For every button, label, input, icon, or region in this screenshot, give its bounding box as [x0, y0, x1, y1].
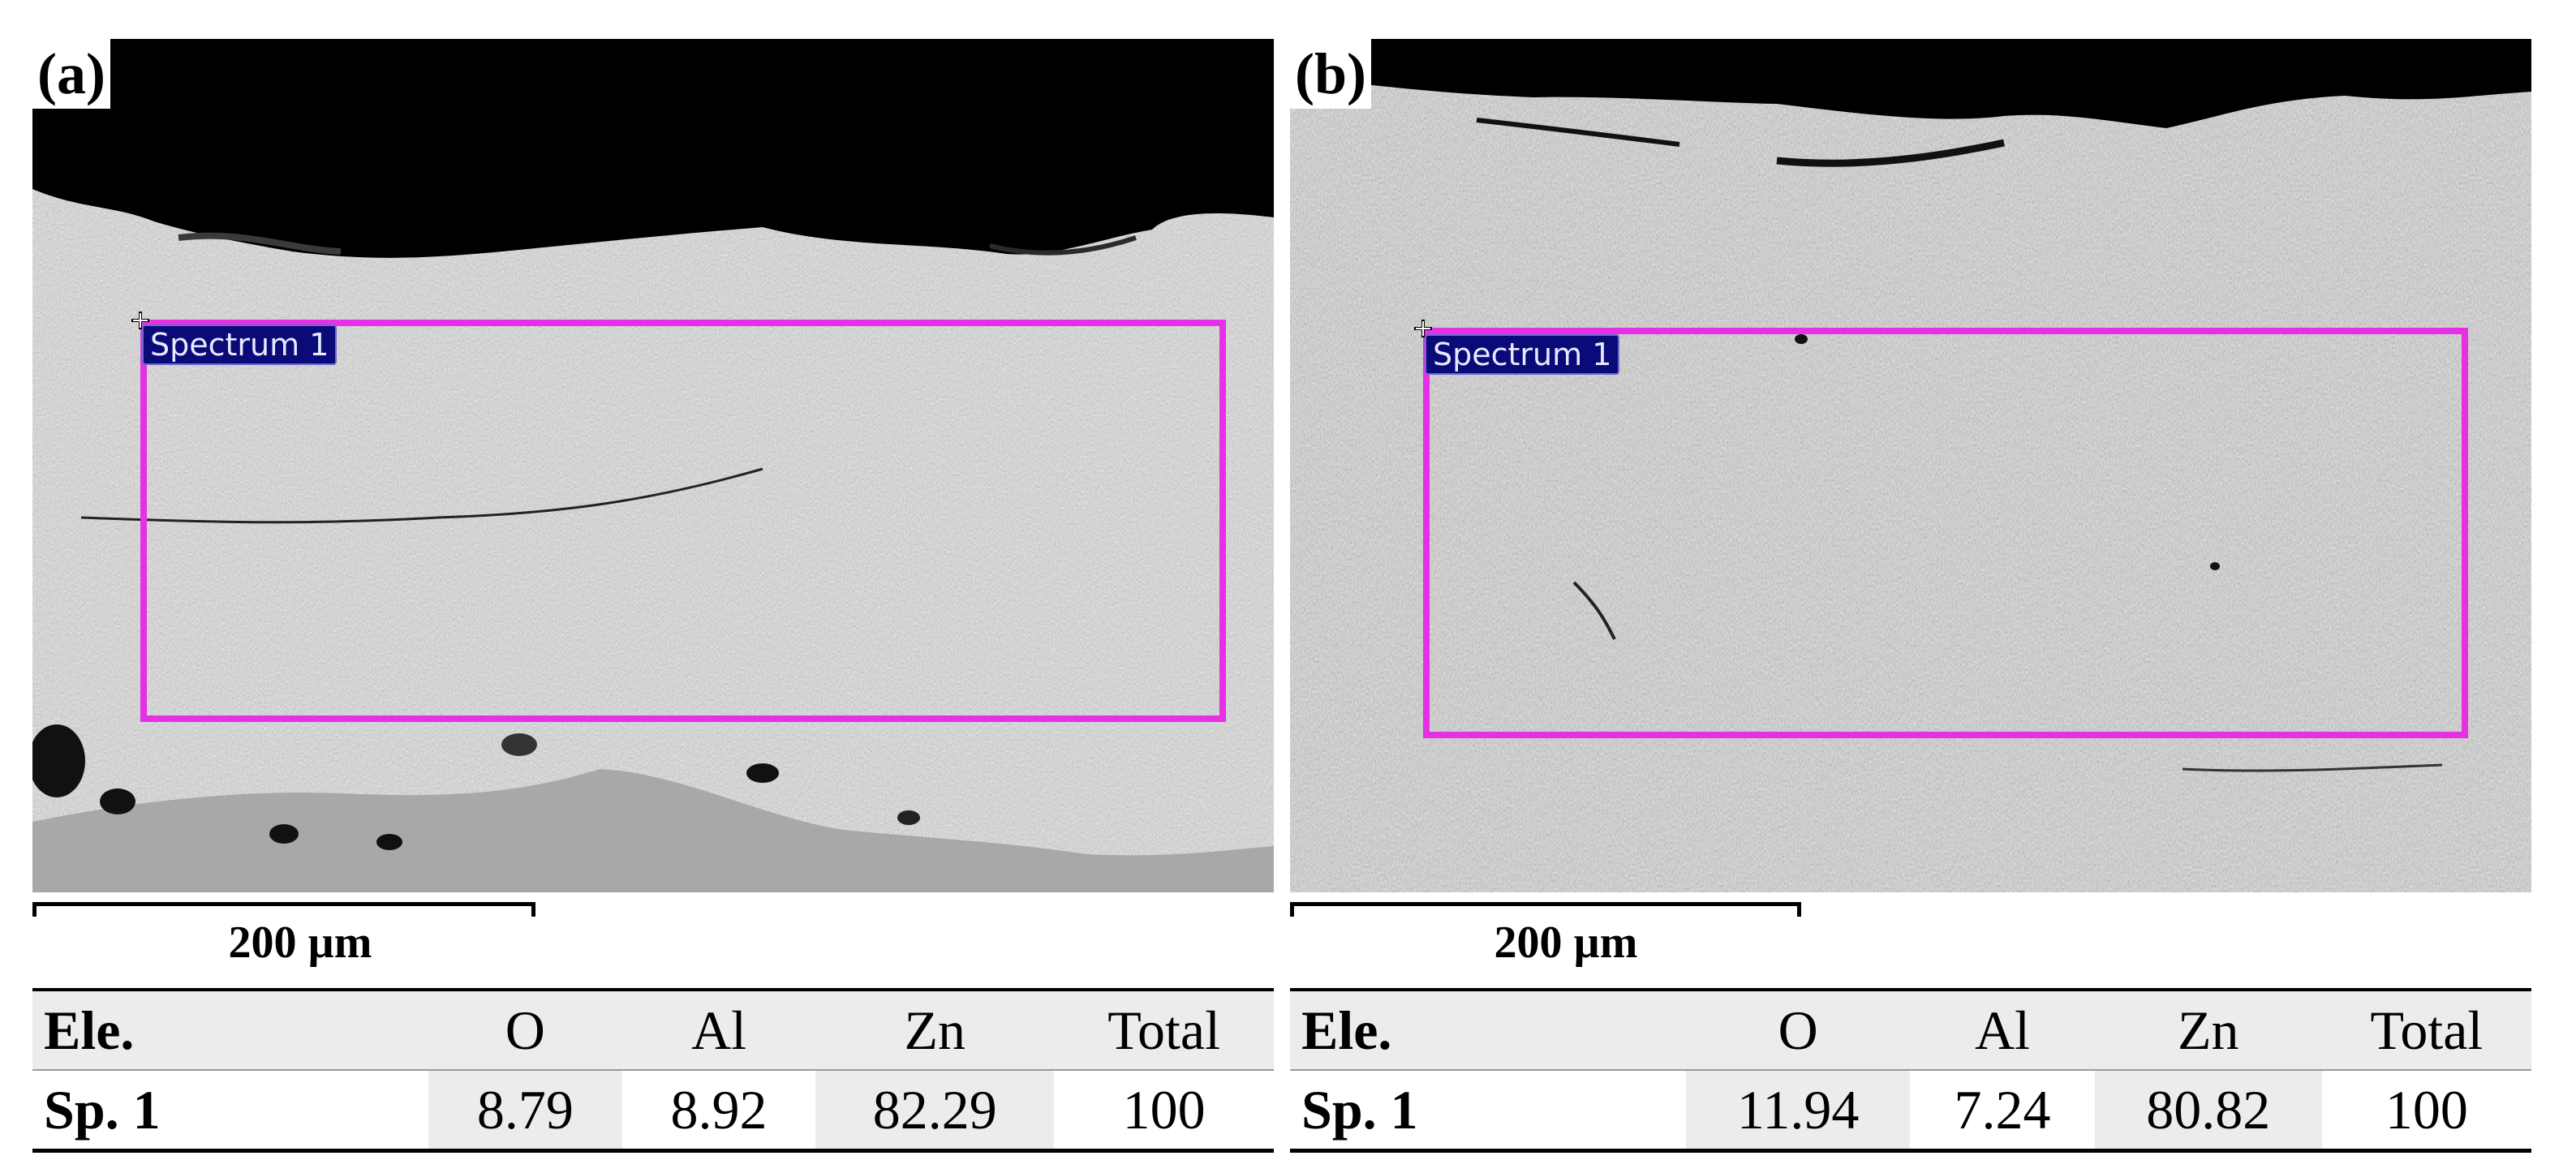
spectrum-roi-a: [140, 320, 1226, 722]
scale-bar-b: [1290, 902, 1801, 917]
crosshair-icon: [1414, 320, 1432, 337]
table-header-cell: Zn: [815, 988, 1055, 1070]
crosshair-icon: [131, 312, 149, 329]
table-header-row: Ele. O Al Zn Total: [32, 988, 1274, 1070]
table-header-cell: Al: [621, 988, 816, 1070]
roi-label-a: Spectrum 1: [142, 324, 338, 365]
table-cell: 7.24: [1910, 1069, 2095, 1153]
eds-table-a: Ele. O Al Zn Total Sp. 1 8.79 8.92 82.29…: [32, 988, 1274, 1153]
table-cell: 8.79: [428, 1069, 622, 1153]
table-header-cell: Total: [1054, 988, 1274, 1070]
table-row: Sp. 1 8.79 8.92 82.29 100: [32, 1069, 1274, 1153]
panel-b: (b) Spectrum 1 200 µm Ele. O Al Zn Total…: [1290, 0, 2576, 1173]
table-cell: Sp. 1: [1290, 1069, 1686, 1153]
table-cell: 11.94: [1686, 1069, 1911, 1153]
table-cell: Sp. 1: [32, 1069, 428, 1153]
table-cell: 80.82: [2094, 1069, 2322, 1153]
table-header-cell: Al: [1910, 988, 2095, 1070]
table-row: Sp. 1 11.94 7.24 80.82 100: [1290, 1069, 2531, 1153]
panel-a: (a) Spectrum 1 200 µm Ele. O Al Zn Total…: [0, 0, 1282, 1173]
table-header-cell: Zn: [2094, 988, 2322, 1070]
scale-bar-a: [32, 902, 535, 917]
table-header-cell: Total: [2321, 988, 2531, 1070]
panel-label-a: (a): [32, 39, 110, 109]
table-cell: 100: [1054, 1069, 1274, 1153]
eds-table-b: Ele. O Al Zn Total Sp. 1 11.94 7.24 80.8…: [1290, 988, 2531, 1153]
table-header-cell: O: [428, 988, 622, 1070]
table-header-cell: O: [1686, 988, 1911, 1070]
scale-label-a: 200 µm: [228, 917, 372, 968]
sem-image-a: [32, 39, 1274, 892]
table-cell: 8.92: [621, 1069, 816, 1153]
roi-label-b: Spectrum 1: [1425, 334, 1620, 375]
table-cell: 82.29: [815, 1069, 1055, 1153]
table-header-cell: Ele.: [1290, 988, 1686, 1070]
sem-image-b: [1290, 39, 2531, 892]
sem-micrograph-b: (b) Spectrum 1: [1290, 39, 2531, 892]
scale-label-b: 200 µm: [1494, 917, 1638, 968]
table-header-cell: Ele.: [32, 988, 428, 1070]
panel-label-b: (b): [1290, 39, 1371, 109]
sem-micrograph-a: (a) Spectrum 1: [32, 39, 1274, 892]
table-header-row: Ele. O Al Zn Total: [1290, 988, 2531, 1070]
table-cell: 100: [2321, 1069, 2531, 1153]
spectrum-roi-b: [1423, 328, 2468, 738]
